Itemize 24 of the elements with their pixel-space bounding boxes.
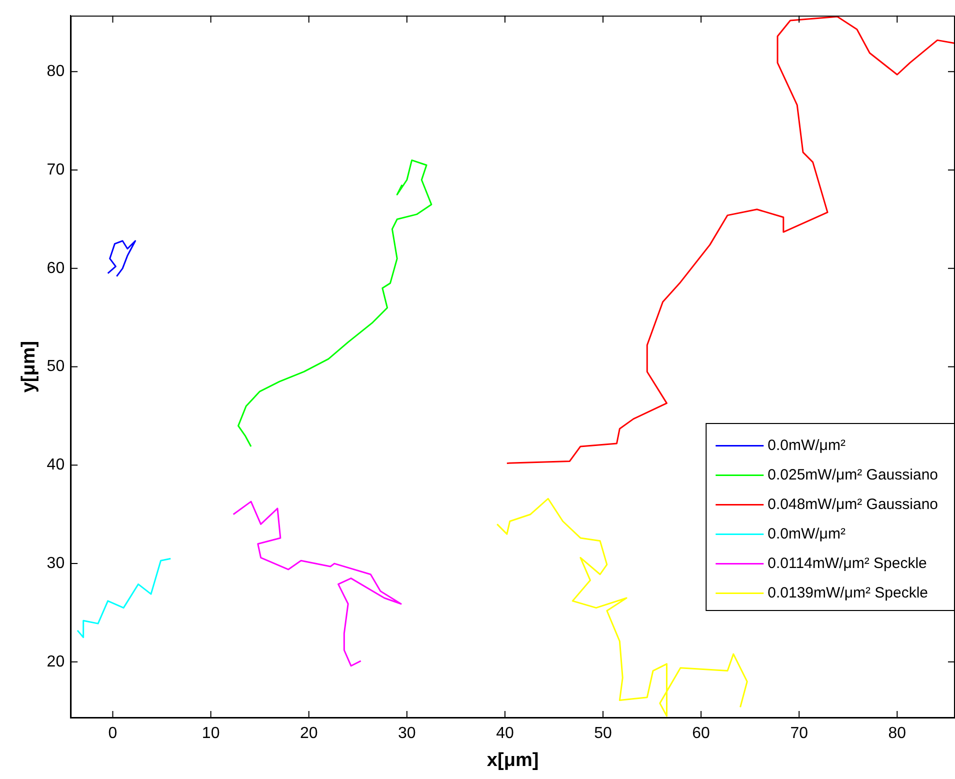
y-axis-title: y[μm] [18,340,40,393]
y-tick-label: 20 [46,653,65,670]
x-tick-label: 60 [692,725,710,742]
y-tick-label: 80 [46,63,65,80]
y-tick-label: 60 [46,260,65,277]
x-tick-label: 20 [300,725,318,742]
x-tick-label: 30 [398,725,416,742]
x-tick-label: 70 [790,725,808,742]
legend-label: 0.0114mW/μm² Speckle [768,554,927,572]
x-tick-label: 0 [108,725,118,742]
y-tick-label: 30 [46,554,65,572]
x-tick-label: 80 [888,725,906,742]
y-tick-label: 40 [46,456,65,474]
y-tick-label: 50 [46,358,65,376]
legend-label: 0.0139mW/μm² Speckle [768,584,928,602]
x-axis-title: x[μm] [486,750,539,771]
legend-label: 0.025mW/μm² Gaussiano [768,466,938,484]
x-tick-label: 40 [496,725,514,742]
legend-label: 0.048mW/μm² Gaussiano [768,496,938,513]
x-tick-label: 10 [202,725,220,742]
y-tick-label: 70 [46,161,65,178]
x-tick-label: 50 [594,725,612,742]
legend-label: 0.0mW/μm² [768,525,846,542]
legend-label: 0.0mW/μm² [768,436,846,454]
